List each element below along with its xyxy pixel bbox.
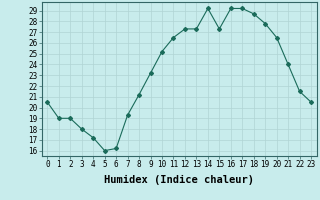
X-axis label: Humidex (Indice chaleur): Humidex (Indice chaleur) [104,175,254,185]
